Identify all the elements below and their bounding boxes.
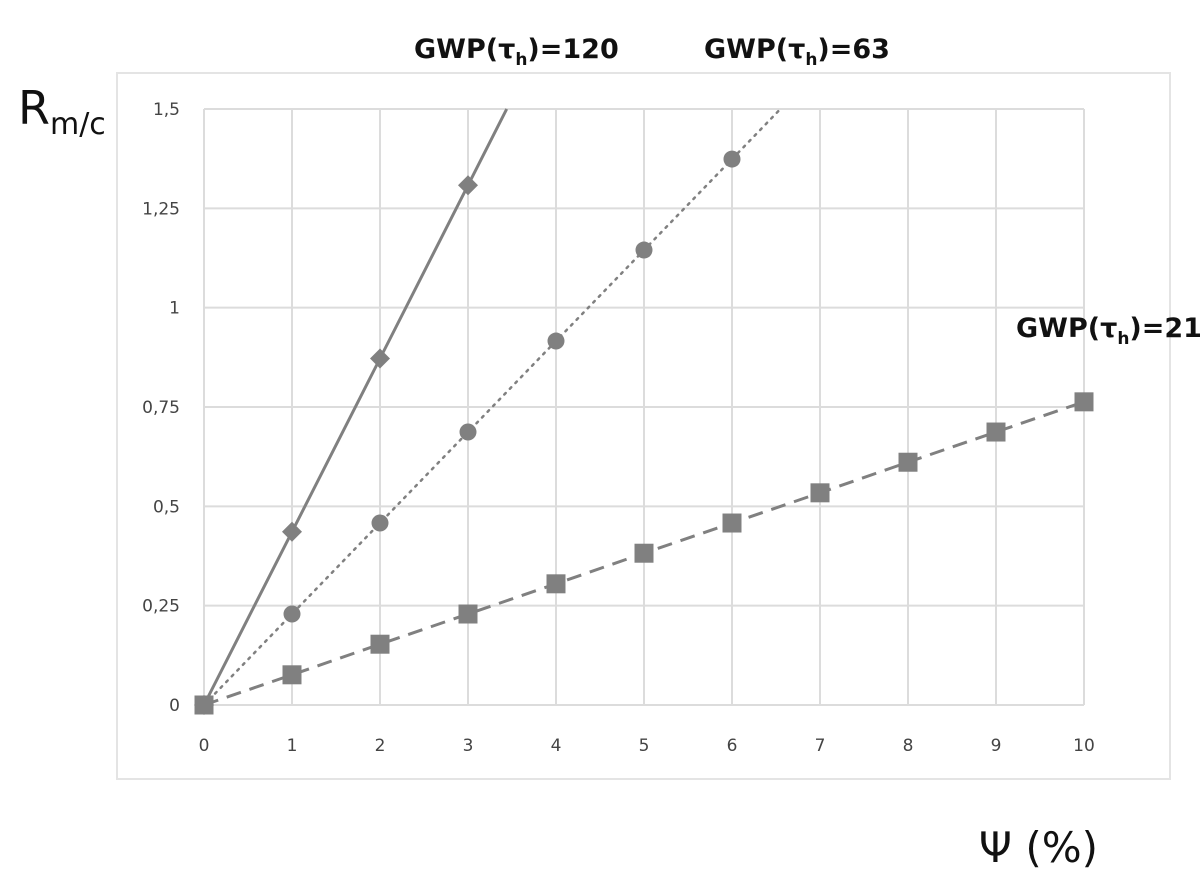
x-tick-label-1: 1	[287, 736, 298, 756]
marker-gwp-63-4	[547, 332, 565, 350]
y-tick-label-6: 1,5	[153, 100, 180, 120]
marker-gwp-63-5	[635, 241, 653, 259]
y-tick-label-2: 0,5	[153, 497, 180, 517]
y-tick-label-0: 0	[169, 696, 180, 716]
x-tick-label-10: 10	[1073, 736, 1095, 756]
marker-gwp-21-2	[370, 634, 390, 654]
x-tick-label-0: 0	[199, 736, 210, 756]
marker-gwp-63-3	[459, 423, 477, 441]
x-tick-label-6: 6	[727, 736, 738, 756]
marker-gwp-120-1	[282, 521, 302, 542]
y-tick-label-5: 1,25	[142, 199, 180, 219]
series-label-gwp-120-prefix: GWP(τ	[414, 34, 515, 65]
marker-gwp-21-8	[898, 452, 918, 472]
series-label-gwp-21-sub: h	[1117, 329, 1129, 349]
marker-gwp-21-1	[282, 665, 302, 685]
y-tick-label-4: 1	[169, 299, 180, 319]
series-label-gwp-21: GWP(τh)=21	[1016, 313, 1200, 349]
marker-gwp-21-5	[634, 543, 654, 563]
series-line-gwp-63	[202, 107, 782, 707]
x-tick-label-2: 2	[375, 736, 386, 756]
marker-gwp-21-6	[722, 513, 742, 533]
series-label-gwp-21-suffix: )=21	[1129, 313, 1200, 344]
x-axis-title: Ψ (%)	[979, 823, 1098, 872]
marker-gwp-63-2	[371, 514, 389, 532]
series-label-gwp-63: GWP(τh)=63	[704, 34, 890, 70]
series-label-gwp-120-suffix: )=120	[527, 34, 618, 65]
x-tick-label-5: 5	[639, 736, 650, 756]
marker-gwp-120-3	[458, 175, 478, 196]
series-label-gwp-120: GWP(τh)=120	[414, 34, 619, 70]
gridlines	[203, 108, 1085, 706]
x-tick-label-7: 7	[815, 736, 826, 756]
series-label-gwp-21-prefix: GWP(τ	[1016, 313, 1117, 344]
series-label-gwp-120-sub: h	[515, 50, 527, 70]
marker-gwp-21-9	[986, 422, 1006, 442]
marker-gwp-21-0	[194, 695, 214, 715]
tick-labels: 0 1 2 3 4 5 6 7 8 9 10 0 0,25 0,5 0,75 1 1,25 1,5	[142, 100, 1095, 756]
marker-gwp-21-3	[458, 604, 478, 624]
marker-gwp-21-4	[546, 574, 566, 594]
marker-gwp-120-2	[370, 348, 390, 369]
x-tick-label-4: 4	[551, 736, 562, 756]
x-tick-label-9: 9	[991, 736, 1002, 756]
marker-gwp-21-7	[810, 483, 830, 503]
x-tick-label-8: 8	[903, 736, 914, 756]
series-label-gwp-63-prefix: GWP(τ	[704, 34, 805, 65]
y-axis-title-main: R	[18, 81, 50, 135]
marker-gwp-63-6	[723, 150, 741, 168]
series-markers	[194, 150, 1094, 715]
y-tick-label-3: 0,75	[142, 398, 180, 418]
y-axis-title-sub: m/c	[50, 107, 106, 142]
marker-gwp-21-10	[1074, 392, 1094, 412]
y-axis-title: Rm/c	[18, 81, 106, 142]
marker-gwp-63-1	[283, 605, 301, 623]
series-label-gwp-63-sub: h	[805, 50, 817, 70]
x-tick-label-3: 3	[463, 736, 474, 756]
series-label-gwp-63-suffix: )=63	[817, 34, 890, 65]
y-tick-label-1: 0,25	[142, 597, 180, 617]
